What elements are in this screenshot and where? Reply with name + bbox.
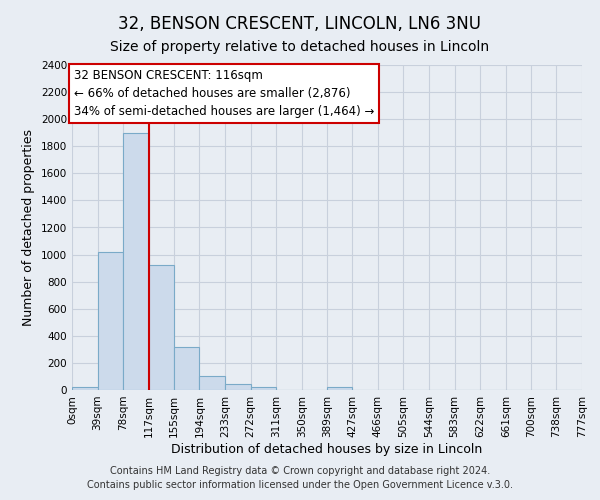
Bar <box>251 386 276 390</box>
Text: 32 BENSON CRESCENT: 116sqm
← 66% of detached houses are smaller (2,876)
34% of s: 32 BENSON CRESCENT: 116sqm ← 66% of deta… <box>74 69 374 118</box>
Bar <box>123 132 149 390</box>
X-axis label: Distribution of detached houses by size in Lincoln: Distribution of detached houses by size … <box>172 442 482 456</box>
Text: Contains HM Land Registry data © Crown copyright and database right 2024.
Contai: Contains HM Land Registry data © Crown c… <box>87 466 513 490</box>
Text: 32, BENSON CRESCENT, LINCOLN, LN6 3NU: 32, BENSON CRESCENT, LINCOLN, LN6 3NU <box>119 15 482 33</box>
Y-axis label: Number of detached properties: Number of detached properties <box>22 129 35 326</box>
Bar <box>98 252 123 390</box>
Bar <box>174 348 199 390</box>
Bar <box>225 384 251 390</box>
Text: Size of property relative to detached houses in Lincoln: Size of property relative to detached ho… <box>110 40 490 54</box>
Bar <box>199 376 225 390</box>
Bar <box>328 388 352 390</box>
Bar <box>72 388 98 390</box>
Bar <box>149 266 174 390</box>
